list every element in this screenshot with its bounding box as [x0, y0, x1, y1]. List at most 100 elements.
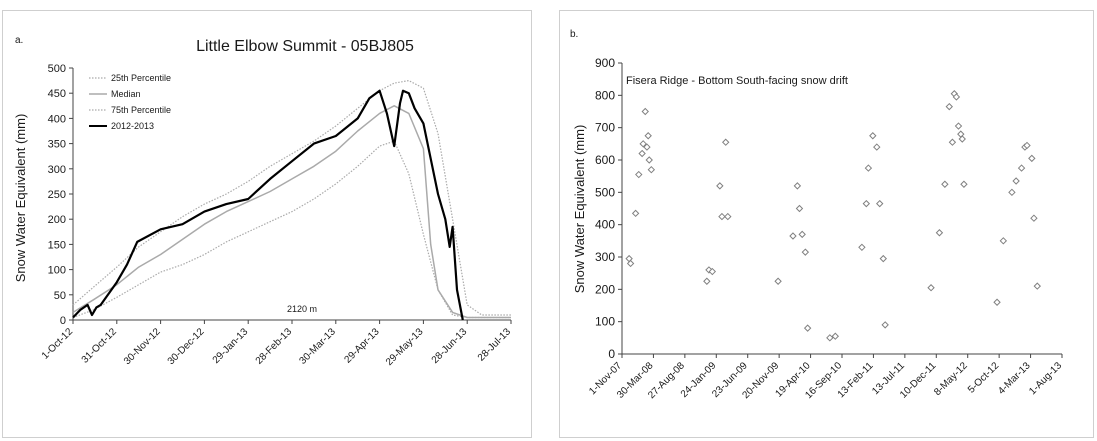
chart-a-title: Little Elbow Summit - 05BJ805 — [196, 38, 414, 55]
chart-a-x-tick-label: 28-Jul-13 — [476, 326, 514, 364]
chart-b-y-tick-label: 800 — [595, 88, 615, 102]
chart-a-y-tick-label: 350 — [48, 139, 66, 151]
data-point-marker — [993, 298, 1001, 306]
data-point-marker — [644, 132, 652, 140]
chart-a-annotation: 2120 m — [287, 304, 317, 314]
data-point-marker — [864, 164, 873, 172]
chart-a-y-tick-label: 450 — [48, 88, 66, 100]
chart-panel-b: b. Fisera Ridge - Bottom South-facing sn… — [559, 10, 1094, 438]
data-point-marker — [826, 334, 834, 342]
chart-a-y-axis-label: Snow Water Equivalent (mm) — [13, 114, 28, 283]
data-point-marker — [948, 138, 957, 146]
chart-a-x-tick-label: 29-Jan-13 — [211, 326, 251, 366]
data-point-marker — [1033, 282, 1041, 290]
chart-b-title: Fisera Ridge - Bottom South-facing snow … — [626, 75, 848, 87]
data-point-marker — [876, 199, 884, 208]
chart-a-y-tick-label: 400 — [48, 113, 66, 125]
data-point-marker — [879, 254, 887, 263]
data-point-marker — [1028, 154, 1036, 163]
chart-b-y-tick-label: 0 — [608, 347, 615, 361]
chart-a-legend: 25th Percentile Median 75th Percentile 2… — [89, 73, 171, 131]
data-point-marker — [945, 102, 953, 111]
chart-b-y-tick-label: 600 — [595, 153, 615, 167]
data-point-marker — [703, 277, 711, 285]
chart-a-y-tick-label: 150 — [48, 239, 66, 251]
data-point-marker — [626, 259, 635, 268]
data-point-marker — [789, 232, 797, 240]
legend-label-25th: 25th Percentile — [111, 73, 171, 83]
chart-a-x-tick-label: 1-Oct-12 — [40, 326, 76, 362]
data-point-marker — [716, 182, 724, 190]
chart-b-x-tick-label: 1-Aug-13 — [1027, 360, 1064, 397]
series-line-75th-percentile — [72, 79, 511, 316]
series-line-2012-2013 — [72, 89, 464, 321]
data-point-marker — [638, 149, 646, 158]
data-point-marker — [952, 93, 961, 101]
chart-b-y-tick-label: 300 — [595, 250, 615, 264]
data-point-marker — [941, 180, 949, 188]
legend-label-75th: 75th Percentile — [111, 105, 171, 115]
chart-b-x-tick-label: 4-Mar-13 — [996, 360, 1033, 397]
chart-a-x-tick-label: 31-Oct-12 — [80, 326, 120, 366]
data-point-marker — [1012, 177, 1020, 185]
data-point-marker — [960, 180, 968, 188]
chart-a-x-tick-label: 30-Mar-13 — [298, 326, 339, 367]
chart-b-y-tick-label: 900 — [595, 56, 615, 70]
chart-a-x-tick-label: 29-Apr-13 — [342, 326, 382, 366]
chart-a-y-tick-label: 200 — [48, 214, 66, 226]
data-point-marker — [798, 230, 806, 239]
chart-a-x-tick-label: 28-Feb-13 — [254, 326, 295, 367]
chart-a-y-tick-label: 300 — [48, 164, 66, 176]
chart-b-y-tick-label: 400 — [595, 218, 615, 232]
data-point-marker — [869, 132, 877, 140]
series-line-25th-percentile — [72, 140, 511, 319]
data-point-marker — [724, 212, 732, 221]
data-point-marker — [1017, 164, 1026, 172]
chart-panel-a: a. Little Elbow Summit - 05BJ805 Snow Wa… — [2, 10, 532, 438]
chart-a-y-tick-label: 50 — [54, 290, 66, 302]
data-point-marker — [1030, 214, 1038, 222]
panel-b-label: b. — [570, 29, 578, 40]
data-point-marker — [958, 135, 966, 143]
data-point-marker — [795, 204, 804, 213]
legend-label-median: Median — [111, 89, 141, 99]
chart-a: a. Little Elbow Summit - 05BJ805 Snow Wa… — [13, 35, 514, 368]
data-point-marker — [645, 156, 653, 164]
chart-b-y-tick-label: 100 — [595, 315, 615, 329]
chart-b-y-tick-label: 200 — [595, 282, 615, 296]
chart-b-x-tick-label: 8-May-12 — [932, 360, 970, 398]
data-point-marker — [927, 284, 935, 292]
data-point-marker — [708, 267, 717, 276]
chart-a-y-tick-label: 250 — [48, 189, 66, 201]
data-point-marker — [831, 332, 840, 340]
data-point-marker — [647, 165, 656, 174]
data-point-marker — [803, 324, 812, 332]
chart-a-x-tick-label: 30-Dec-12 — [166, 326, 207, 367]
data-point-marker — [935, 229, 944, 237]
chart-b-y-tick-label: 700 — [595, 121, 615, 135]
data-point-marker — [643, 143, 651, 151]
chart-a-y-tick-label: 100 — [48, 265, 66, 277]
data-point-marker — [858, 243, 866, 252]
data-point-marker — [801, 248, 810, 256]
data-point-marker — [641, 107, 649, 116]
data-point-marker — [793, 182, 802, 190]
chart-a-y-tick-label: 500 — [48, 63, 66, 75]
data-point-marker — [881, 321, 889, 329]
data-point-marker — [718, 212, 726, 221]
data-point-marker — [722, 138, 730, 146]
panel-a-label: a. — [15, 35, 23, 46]
data-point-marker — [631, 209, 640, 218]
data-point-marker — [1008, 188, 1016, 197]
data-point-marker — [1023, 141, 1031, 150]
data-point-marker — [635, 170, 643, 179]
chart-b: b. Fisera Ridge - Bottom South-facing sn… — [570, 29, 1064, 401]
data-point-marker — [873, 143, 881, 151]
data-point-marker — [639, 140, 647, 148]
chart-b-y-tick-label: 500 — [595, 185, 615, 199]
chart-a-y-tick-label: 0 — [60, 315, 66, 327]
data-point-marker — [954, 122, 963, 130]
chart-a-x-tick-label: 28-Jun-13 — [430, 326, 470, 366]
legend-label-2012-2013: 2012-2013 — [111, 121, 154, 131]
chart-a-x-tick-label: 29-May-13 — [384, 326, 426, 368]
